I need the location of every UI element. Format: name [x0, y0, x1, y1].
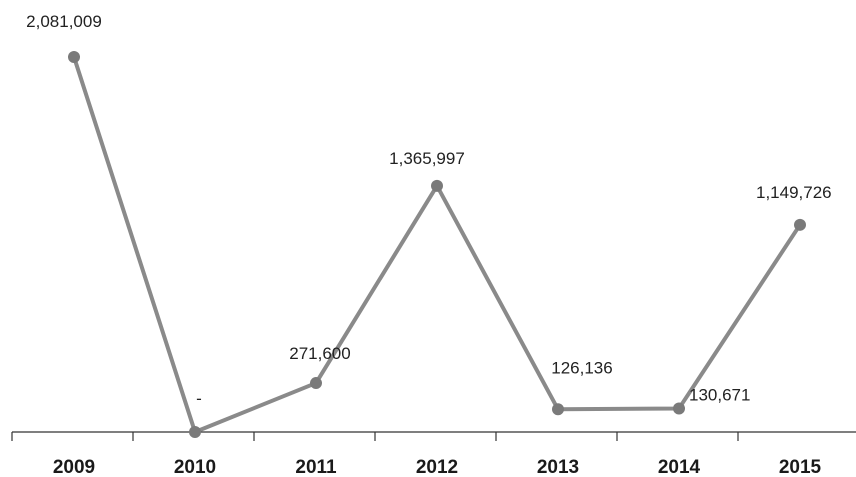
x-axis-tick-labels: 2009 2010 2011 2012 2013 2014 2015 [53, 457, 822, 477]
x-tick-label: 2012 [416, 457, 458, 477]
x-tick-label: 2009 [53, 457, 95, 477]
data-label: - [196, 389, 202, 408]
data-label: 130,671 [689, 385, 750, 404]
x-tick-label: 2011 [295, 457, 337, 477]
data-point [68, 51, 80, 63]
data-label: 1,365,997 [389, 149, 465, 168]
data-labels: 2,081,009 - 271,600 1,365,997 126,136 130,671… [26, 12, 831, 408]
data-point [794, 218, 806, 231]
data-points [68, 51, 806, 438]
data-label: 1,149,726 [756, 183, 832, 202]
data-point [673, 402, 685, 415]
data-point [431, 179, 443, 192]
data-point [189, 426, 201, 438]
x-tick-label: 2014 [658, 457, 701, 477]
x-tick-label: 2013 [537, 457, 579, 477]
series-line [72, 55, 802, 434]
data-label: 271,600 [289, 344, 350, 363]
x-tick-label: 2010 [174, 457, 216, 477]
x-axis-ticks [11, 432, 739, 441]
x-tick-label: 2015 [779, 457, 822, 477]
data-point [552, 403, 564, 416]
data-point [310, 377, 322, 390]
data-label: 2,081,009 [26, 12, 102, 31]
data-label: 126,136 [551, 358, 612, 377]
